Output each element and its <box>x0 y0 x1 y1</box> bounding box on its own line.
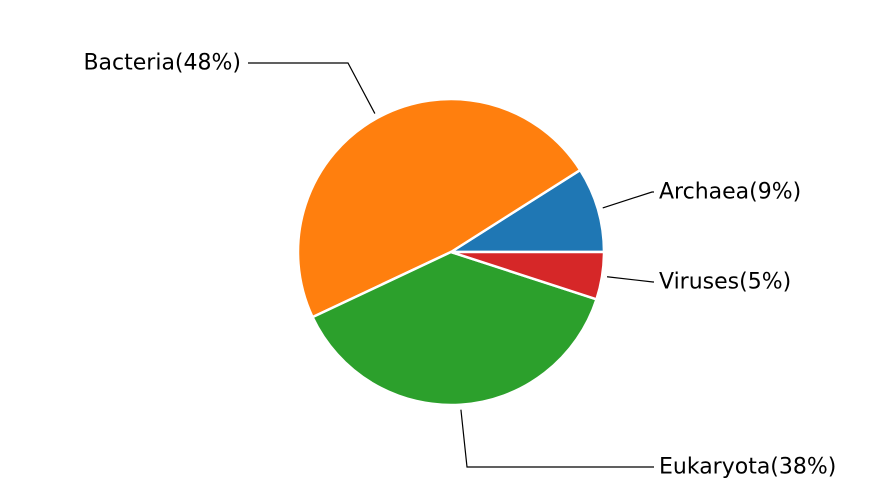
pie-slice-archaea <box>449 168 606 254</box>
pie-slice-viruses <box>449 250 606 301</box>
leader-line-viruses <box>606 276 654 283</box>
pie-slice-eukaryota <box>311 250 598 407</box>
slice-label-bacteria: Bacteria(48%) <box>83 51 241 76</box>
leader-line-eukaryota <box>460 409 654 468</box>
leader-line-archaea <box>602 191 654 209</box>
labels-layer: Archaea(9%) Bacteria(48%) Eukaryota(38%) Vi… <box>83 51 836 480</box>
slice-label-archaea: Archaea(9%) <box>659 180 801 205</box>
slice-label-viruses: Viruses(5%) <box>659 270 791 295</box>
slices-layer <box>296 97 606 407</box>
slice-label-eukaryota: Eukaryota(38%) <box>659 455 836 480</box>
pie-slice-bacteria <box>296 97 582 319</box>
leader-line-bacteria <box>248 62 376 114</box>
leader-lines-layer <box>248 62 654 468</box>
